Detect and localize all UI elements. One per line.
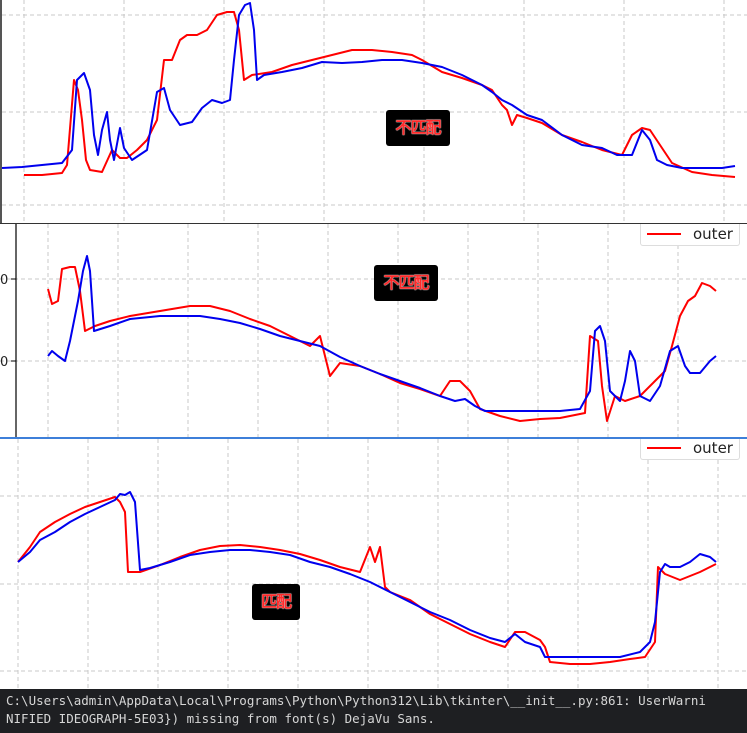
legend-label: outer <box>693 225 733 243</box>
terminal-output[interactable]: C:\Users\admin\AppData\Local\Programs\Py… <box>0 689 747 733</box>
series-blue-line <box>47 255 717 412</box>
grid-lines <box>2 0 747 223</box>
legend: outer <box>640 439 740 460</box>
y-tick-label: 0 <box>0 273 8 288</box>
legend-red-line <box>647 233 681 235</box>
series-red-line <box>17 496 717 665</box>
mismatch-badge: 不匹配 <box>374 265 438 301</box>
series-blue-line <box>17 491 717 658</box>
y-tick-label: 0 <box>0 355 8 370</box>
grid-lines <box>0 224 747 438</box>
plot-area-top <box>2 0 747 223</box>
legend: outer <box>640 224 740 246</box>
legend-label: outer <box>693 439 733 457</box>
plot-area-bottom <box>0 439 747 691</box>
terminal-line: C:\Users\admin\AppData\Local\Programs\Py… <box>6 693 706 708</box>
chart-panel-top: 不匹配 <box>0 0 747 223</box>
match-badge: 匹配 <box>252 584 300 620</box>
terminal-line: NIFIED IDEOGRAPH-5E03}) missing from fon… <box>6 711 435 726</box>
series-red-line <box>24 11 736 178</box>
chart-panel-bottom: 匹配 outer <box>0 437 747 691</box>
mismatch-badge: 不匹配 <box>386 110 450 146</box>
legend-red-line <box>647 447 681 449</box>
plot-area-middle: 00 <box>0 224 747 438</box>
series-blue-line <box>2 2 736 169</box>
